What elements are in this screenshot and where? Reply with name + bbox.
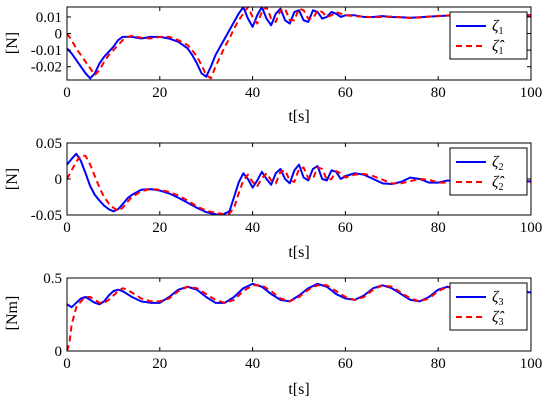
subplot-1-xlabel: t[s] xyxy=(288,108,309,125)
subplot-3-xtick-label: 80 xyxy=(431,356,446,372)
subplot-2-legend-subscript-1: 2 xyxy=(498,162,503,173)
subplot-3-ytick-label: 0 xyxy=(55,344,63,360)
subplot-1-xtick-label: 100 xyxy=(520,85,543,101)
subplot-3-xtick-label: 20 xyxy=(152,356,167,372)
subplot-1-xtick-label: 80 xyxy=(431,85,446,101)
subplot-2-ytick-label: -0.05 xyxy=(31,208,62,224)
subplot-2-ytick-label: 0.05 xyxy=(36,136,62,152)
subplot-1-ylabel: [N] xyxy=(4,32,21,54)
subplot-2-legend-box xyxy=(449,147,528,196)
subplot-1-legend-subscript-2: 1 xyxy=(498,46,503,57)
subplot-2: [N] t[s] xyxy=(4,168,310,261)
subplot-1-legend-subscript-1: 1 xyxy=(498,26,503,37)
subplot-3-xtick-label: 0 xyxy=(63,356,71,372)
subplot-1-xtick-label: 20 xyxy=(152,85,167,101)
subplot-3-xtick-label: 40 xyxy=(245,356,260,372)
subplot-2-xtick-label: 100 xyxy=(520,220,543,236)
subplot-2-xtick-label: 20 xyxy=(152,220,167,236)
subplot-3-xtick-label: 100 xyxy=(520,356,543,372)
subplot-1-ytick-label: -0.02 xyxy=(31,60,62,76)
subplot-3-legend-subscript-1: 3 xyxy=(498,297,503,308)
subplot-1-xtick-label: 60 xyxy=(338,85,353,101)
subplot-3-plot: 0 20 40 60 80 100 0.5 0 ζ3ζ̂3 xyxy=(43,271,542,372)
subplot-1-ytick-label: -0.01 xyxy=(31,43,62,59)
subplot-2-ylabel: [N] xyxy=(4,168,21,190)
subplot-1-axes-box xyxy=(66,6,532,81)
subplot-2-series-2-line xyxy=(67,154,531,215)
subplot-3-axes-box xyxy=(66,277,532,352)
subplot-3-series-2-line xyxy=(67,284,531,351)
subplot-3-xtick-label: 60 xyxy=(338,356,353,372)
subplot-3-legend-box xyxy=(449,282,528,331)
subplot-2-legend-label-1: ζ2 xyxy=(492,154,503,173)
subplot-1-legend: ζ1ζ̂1 xyxy=(449,11,528,60)
subplot-1-ytick-label: 0.01 xyxy=(36,10,62,26)
subplot-1-xtick-label: 0 xyxy=(63,85,71,101)
subplot-3-legend-subscript-2: 3 xyxy=(498,317,503,328)
subplot-3-xlabel: t[s] xyxy=(288,381,309,398)
subplot-2-xtick-label: 60 xyxy=(338,220,353,236)
subplot-1-xtick-label: 40 xyxy=(245,85,260,101)
subplot-3-legend-label-1: ζ3 xyxy=(492,289,503,308)
subplot-1-legend-box xyxy=(449,11,528,60)
subplot-2-xtick-label: 40 xyxy=(245,220,260,236)
subplot-2-xtick-label: 80 xyxy=(431,220,446,236)
subplot-3-ytick-label: 0.5 xyxy=(43,271,62,287)
subplot-1-ytick-label: 0 xyxy=(55,27,63,43)
subplot-2-xtick-label: 0 xyxy=(63,220,71,236)
subplot-1-series-2-line xyxy=(67,7,531,80)
subplot-1-legend-label-1: ζ1 xyxy=(492,18,503,37)
subplot-2-ytick-label: 0 xyxy=(55,172,63,188)
subplot-3-legend: ζ3ζ̂3 xyxy=(449,282,528,331)
subplot-2-xlabel: t[s] xyxy=(288,244,309,261)
subplot-3-ylabel: [Nm] xyxy=(4,296,21,331)
subplot-2-legend-subscript-2: 2 xyxy=(498,182,503,193)
subplot-1: [N] t[s] xyxy=(4,32,310,125)
subplot-2-legend: ζ2ζ̂2 xyxy=(449,147,528,196)
subplot-3: [Nm] t[s] xyxy=(4,296,310,398)
